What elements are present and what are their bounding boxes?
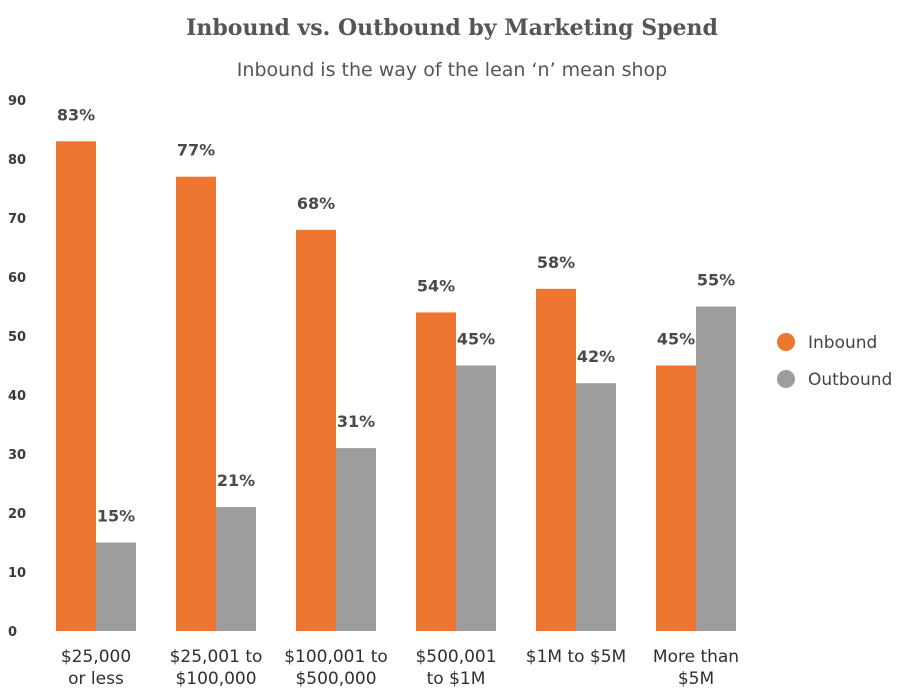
y-tick-label: 10 <box>8 566 26 581</box>
x-tick-label: $100,001 to <box>284 647 388 667</box>
x-tick-label: $500,000 <box>295 669 376 689</box>
y-axis: 0 10 20 30 40 50 60 70 80 90 <box>8 94 26 640</box>
inbound-value-label: 68% <box>297 194 335 213</box>
y-tick-label: 30 <box>8 448 26 463</box>
x-tick-label: $100,000 <box>175 669 256 689</box>
x-tick-label: or less <box>68 669 124 689</box>
outbound-bar <box>576 383 616 631</box>
legend-inbound-marker <box>777 333 795 351</box>
x-tick-label: $25,001 to <box>170 647 263 667</box>
y-tick-label: 40 <box>8 389 26 404</box>
bars <box>56 141 736 632</box>
outbound-value-label: 55% <box>697 271 735 290</box>
inbound-value-label: 58% <box>537 253 575 272</box>
y-tick-label: 70 <box>8 212 26 227</box>
y-tick-label: 0 <box>8 625 17 640</box>
y-tick-label: 20 <box>8 507 26 522</box>
data-labels: 83% 77% 68% 54% 58% 45% 15% 21% 31% 45% 42% 55% <box>57 105 735 525</box>
outbound-bar <box>456 365 496 631</box>
legend-inbound-label: Inbound <box>808 333 877 353</box>
inbound-value-label: 54% <box>417 276 455 295</box>
inbound-bar <box>296 229 336 632</box>
inbound-bar <box>536 288 576 631</box>
outbound-bar <box>336 448 376 631</box>
outbound-value-label: 45% <box>457 330 495 349</box>
x-tick-label: $1M to $5M <box>526 647 626 667</box>
inbound-value-label: 45% <box>657 330 695 349</box>
inbound-bar <box>176 176 216 631</box>
inbound-bar <box>656 365 696 631</box>
inbound-bar <box>416 312 456 631</box>
y-tick-label: 90 <box>8 94 26 109</box>
inbound-value-label: 83% <box>57 105 95 124</box>
outbound-value-label: 15% <box>97 507 135 526</box>
legend-outbound-label: Outbound <box>808 370 892 390</box>
outbound-value-label: 21% <box>217 471 255 490</box>
legend-outbound-marker <box>777 370 795 388</box>
outbound-value-label: 42% <box>577 347 615 366</box>
inbound-bar <box>56 141 96 632</box>
outbound-bar <box>696 306 736 631</box>
chart-title: Inbound vs. Outbound by Marketing Spend <box>186 15 718 41</box>
chart-subtitle: Inbound is the way of the lean ‘n’ mean … <box>237 59 667 81</box>
y-tick-label: 60 <box>8 271 26 286</box>
inbound-value-label: 77% <box>177 141 215 160</box>
outbound-bar <box>96 542 136 631</box>
outbound-bar <box>216 507 256 631</box>
x-tick-label: $500,001 <box>415 647 496 667</box>
x-tick-label: $25,000 <box>61 647 131 667</box>
x-tick-label: to $1M <box>427 669 486 689</box>
x-tick-label: $5M <box>678 669 714 689</box>
outbound-value-label: 31% <box>337 412 375 431</box>
y-tick-label: 50 <box>8 330 26 345</box>
legend: Inbound Outbound <box>777 333 892 390</box>
y-tick-label: 80 <box>8 153 26 168</box>
x-tick-label: More than <box>653 647 739 667</box>
